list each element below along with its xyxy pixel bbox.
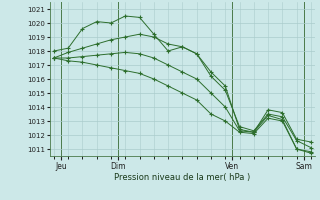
X-axis label: Pression niveau de la mer( hPa ): Pression niveau de la mer( hPa ) xyxy=(114,173,251,182)
